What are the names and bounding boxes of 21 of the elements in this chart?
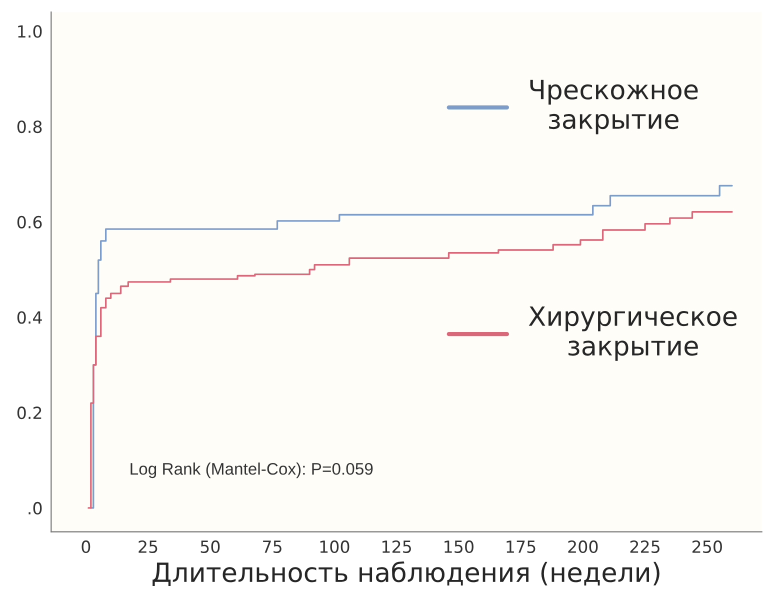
legend-label: Хирургическое закрытие <box>528 306 737 361</box>
x-tick-label: 175 <box>506 540 536 554</box>
x-tick-label: 125 <box>382 540 411 554</box>
y-tick-label: 0.2 <box>17 406 42 420</box>
x-tick-label: 250 <box>692 540 722 554</box>
y-tick-label: 0.4 <box>17 311 42 324</box>
x-tick-label: 200 <box>568 540 598 554</box>
y-tick-label: 0.8 <box>17 120 42 134</box>
x-tick-label: 100 <box>320 540 350 554</box>
y-tick-label: .0 <box>28 502 42 515</box>
x-tick-label: 150 <box>444 540 474 554</box>
legend-label: Чрескожное закрытие <box>530 80 698 134</box>
x-axis-title: Длительность наблюдения (недели) <box>152 561 660 586</box>
y-tick-label: 1.0 <box>18 25 42 38</box>
x-tick-label: 225 <box>630 540 660 554</box>
annotation: Log Rank (Mantel-Cox): P=0.059 <box>130 462 373 478</box>
x-tick-label: 75 <box>263 540 282 554</box>
y-tick-label: 0.6 <box>17 216 42 228</box>
x-tick-label: 0 <box>82 540 90 554</box>
x-tick-label: 25 <box>138 540 158 554</box>
x-tick-label: 50 <box>200 540 220 554</box>
